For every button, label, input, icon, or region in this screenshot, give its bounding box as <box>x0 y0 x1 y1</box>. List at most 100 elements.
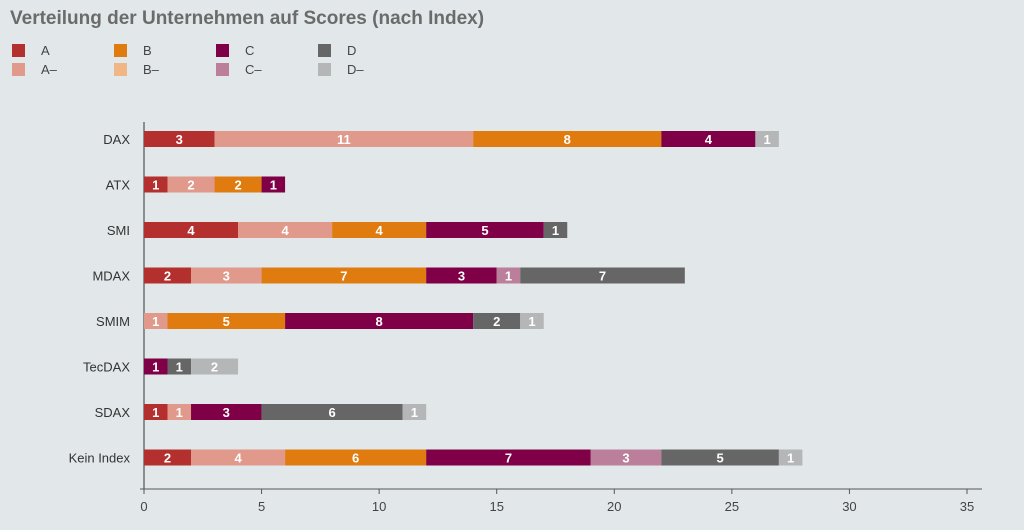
category-label: DAX <box>103 132 130 147</box>
bar-segment <box>191 358 239 375</box>
legend-label: C– <box>245 61 262 77</box>
bar-segment <box>238 222 333 238</box>
bar-segment <box>167 404 192 420</box>
bar-segment <box>755 131 779 147</box>
x-tick-label: 35 <box>960 499 974 514</box>
bar-segment <box>402 404 427 420</box>
bar-segment <box>191 267 262 284</box>
segment-label: 4 <box>281 223 289 238</box>
bar-segment <box>261 176 286 193</box>
legend-swatch <box>318 62 331 76</box>
segment-label: 1 <box>152 360 159 375</box>
legend: A A– B B– C C– D D– <box>12 42 432 82</box>
segment-label: 1 <box>411 405 418 420</box>
segment-label: 3 <box>223 269 230 284</box>
bar-segment <box>285 449 427 466</box>
bar-segment <box>590 449 662 466</box>
category-label: MDAX <box>92 269 130 284</box>
segment-label: 3 <box>458 269 465 284</box>
segment-label: 1 <box>270 178 277 193</box>
segment-label: 1 <box>528 314 535 329</box>
bar-segment <box>167 176 215 193</box>
legend-swatch <box>12 62 25 76</box>
category-label: SDAX <box>95 405 131 420</box>
bar-segment <box>261 267 427 284</box>
segment-label: 6 <box>352 451 359 466</box>
x-tick-label: 20 <box>607 499 621 514</box>
legend-label: A <box>41 42 50 58</box>
bar-segment <box>473 131 662 147</box>
segment-label: 1 <box>505 269 512 284</box>
chart-title: Verteilung der Unternehmen auf Scores (n… <box>10 8 485 29</box>
legend-item-c: C <box>216 42 254 58</box>
legend-swatch <box>216 43 229 57</box>
x-tick-label: 5 <box>258 499 265 514</box>
legend-label: D <box>347 42 357 58</box>
bar-segment <box>167 313 286 329</box>
bar-segment <box>144 267 192 284</box>
segment-label: 7 <box>340 269 347 284</box>
legend-label: C <box>245 42 255 58</box>
bar-segment <box>426 222 544 238</box>
category-label: SMIM <box>96 314 130 329</box>
segment-label: 6 <box>328 405 335 420</box>
segment-label: 2 <box>164 451 171 466</box>
legend-swatch <box>12 43 25 57</box>
bar-segment <box>426 267 497 284</box>
x-tick-label: 10 <box>372 499 386 514</box>
segment-label: 3 <box>176 132 183 147</box>
category-label: TecDAX <box>83 360 130 375</box>
segment-label: 4 <box>705 132 713 147</box>
bar-segment <box>261 404 403 420</box>
segment-label: 2 <box>211 360 218 375</box>
legend-item-d-minus: D– <box>318 61 364 77</box>
legend-label: B– <box>143 61 159 77</box>
segment-label: 1 <box>176 405 183 420</box>
bar-segment <box>144 176 168 193</box>
segment-label: 4 <box>187 223 195 238</box>
bar-segment <box>520 267 685 284</box>
bar-segment <box>144 131 215 147</box>
bar-segment <box>144 222 239 238</box>
legend-swatch <box>216 62 229 76</box>
bar-segment <box>214 131 474 147</box>
legend-item-c-minus: C– <box>216 61 262 77</box>
bar-segment <box>191 404 262 420</box>
category-label: Kein Index <box>69 451 131 466</box>
bar-segment <box>144 313 168 329</box>
segment-label: 1 <box>552 223 559 238</box>
bar-segment <box>285 313 474 329</box>
bar-segment <box>191 449 286 466</box>
bar-segment <box>543 222 568 238</box>
segment-label: 3 <box>622 451 629 466</box>
segment-label: 1 <box>787 451 794 466</box>
legend-item-a-minus: A– <box>12 61 57 77</box>
segment-label: 1 <box>176 360 183 375</box>
x-tick-label: 30 <box>842 499 856 514</box>
segment-label: 5 <box>481 223 488 238</box>
x-tick-label: 15 <box>489 499 503 514</box>
category-label: SMI <box>107 223 130 238</box>
x-tick-label: 0 <box>140 499 147 514</box>
bar-segment <box>520 313 544 329</box>
segment-label: 2 <box>234 178 241 193</box>
segment-label: 11 <box>337 132 351 147</box>
segment-label: 4 <box>376 223 384 238</box>
segment-label: 1 <box>152 314 159 329</box>
segment-label: 5 <box>716 451 723 466</box>
legend-item-a: A <box>12 42 50 58</box>
segment-label: 5 <box>223 314 230 329</box>
bar-segment <box>144 358 168 375</box>
legend-item-b-minus: B– <box>114 61 159 77</box>
bar-segment <box>426 449 591 466</box>
segment-label: 8 <box>564 132 571 147</box>
legend-swatch <box>114 62 127 76</box>
segment-label: 1 <box>152 405 159 420</box>
bar-segment <box>661 449 779 466</box>
legend-item-b: B <box>114 42 152 58</box>
segment-label: 1 <box>764 132 771 147</box>
segment-label: 8 <box>376 314 383 329</box>
legend-item-d: D <box>318 42 356 58</box>
segment-label: 3 <box>223 405 230 420</box>
segment-label: 1 <box>152 178 159 193</box>
